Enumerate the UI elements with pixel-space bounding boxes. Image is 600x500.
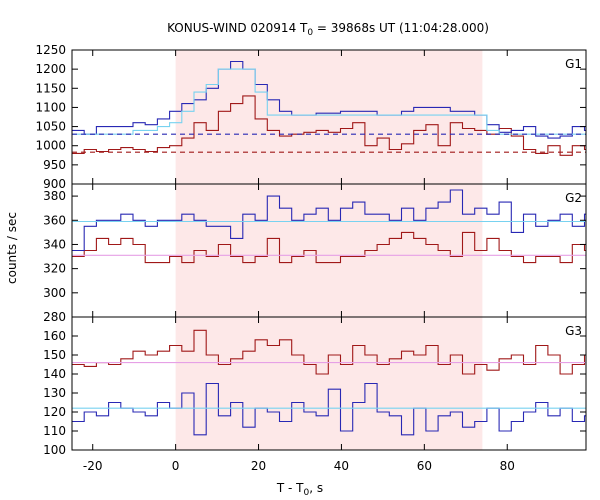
g1-y-tick-label: 1100 (35, 100, 66, 114)
chart-title-subscript: 0 (307, 28, 313, 38)
g2-y-tick-label: 360 (43, 213, 66, 227)
g1-band-label: G1 (565, 57, 582, 71)
x-axis-label: T - T0, s (276, 481, 323, 498)
g3-y-tick-label: 140 (43, 367, 66, 381)
g3-y-tick-label: 130 (43, 386, 66, 400)
y-axis-label: counts / sec (5, 212, 19, 284)
x-tick-label: 80 (500, 459, 515, 473)
g3-series-blue-1 (72, 382, 586, 436)
x-axis-label-tail: , s (309, 481, 323, 495)
g1-series-blue-1 (72, 60, 586, 147)
g3-y-tick-label: 100 (43, 443, 66, 457)
axes-layer: 900950100010501100115012001250G128030032… (35, 43, 587, 473)
g3-y-tick-label: 120 (43, 405, 66, 419)
g3-y-tick-label: 110 (43, 424, 66, 438)
shaded-interval (175, 50, 483, 450)
g1-y-tick-label: 1000 (35, 139, 66, 153)
g3-y-tick-label: 150 (43, 348, 66, 362)
g2-y-tick-label: 340 (43, 237, 66, 251)
g1-y-tick-label: 900 (43, 177, 66, 191)
g2-y-tick-label: 300 (43, 286, 66, 300)
g2-y-tick-label: 380 (43, 189, 66, 203)
series-layer (72, 60, 586, 436)
g3-series-dark_red-0 (72, 329, 586, 375)
g1-y-tick-label: 1150 (35, 81, 66, 95)
g3-band-label: G3 (565, 324, 582, 338)
g2-y-tick-label: 280 (43, 310, 66, 324)
shaded-interval-layer (175, 50, 483, 450)
g1-y-tick-label: 1200 (35, 62, 66, 76)
g3-panel-frame (71, 316, 587, 451)
g2-series-blue-1 (72, 189, 586, 252)
x-tick-label: 0 (172, 459, 180, 473)
x-tick-label: 20 (251, 459, 266, 473)
x-tick-label: 40 (334, 459, 349, 473)
g1-y-tick-label: 1050 (35, 120, 66, 134)
g1-series-dark_red-0 (72, 95, 586, 156)
x-tick-label: -20 (83, 459, 103, 473)
g1-y-tick-label: 950 (43, 158, 66, 172)
g1-y-tick-label: 1250 (35, 43, 66, 57)
x-axis-label-subscript: 0 (304, 488, 310, 498)
g2-band-label: G2 (565, 191, 582, 205)
chart-title: KONUS-WIND 020914 T0 = 39868s UT (11:04:… (167, 21, 489, 38)
chart-title-tail: = 39868s UT (11:04:28.000) (313, 21, 489, 35)
g2-series-dark_red-0 (72, 231, 586, 264)
g3-y-tick-label: 160 (43, 329, 66, 343)
g2-y-tick-label: 320 (43, 262, 66, 276)
x-tick-label: 60 (417, 459, 432, 473)
